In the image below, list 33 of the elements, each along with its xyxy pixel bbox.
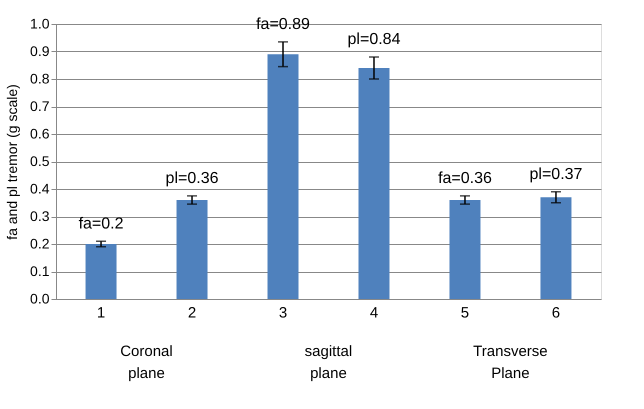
y-tick-label: 1.0 (30, 16, 50, 32)
bar (86, 244, 117, 299)
y-tick-label: 0.5 (30, 153, 50, 169)
y-tick-label: 0.6 (30, 126, 50, 142)
y-tick-label: 0.4 (30, 180, 50, 196)
y-tick-label: 0.0 (30, 290, 50, 306)
data-label: pl=0.84 (348, 31, 401, 48)
data-label: pl=0.36 (166, 170, 219, 187)
data-label: fa=0.36 (438, 170, 492, 187)
text: Coronal plane (120, 343, 173, 382)
y-tick-label: 0.1 (30, 263, 50, 279)
data-label: fa=0.2 (78, 215, 124, 232)
y-tick-label: 0.3 (30, 208, 50, 224)
y-tick-label: 0.9 (30, 43, 50, 59)
text: sagittal plane (304, 343, 352, 382)
data-label: pl=0.37 (529, 166, 583, 183)
x-tick-label: 6 (552, 304, 560, 322)
y-tick-label: 0.2 (30, 236, 50, 252)
x-tick-label: 1 (96, 304, 106, 322)
text: Transverse Plane (473, 343, 548, 382)
y-tick-label: 0.8 (30, 70, 50, 86)
x-tick-label: 3 (278, 304, 288, 322)
x-tick-label: 4 (370, 304, 378, 322)
bar (268, 54, 299, 299)
y-axis-title: fa and pl tremor (g scale) (4, 84, 20, 240)
bar (449, 200, 480, 299)
y-tick-label: 0.7 (30, 98, 50, 114)
bar (358, 68, 390, 299)
x-tick-label: 5 (460, 304, 470, 322)
bar (540, 197, 572, 299)
x-tick-label: 2 (188, 304, 196, 322)
data-label: fa=0.89 (256, 16, 310, 33)
bar (176, 200, 208, 299)
